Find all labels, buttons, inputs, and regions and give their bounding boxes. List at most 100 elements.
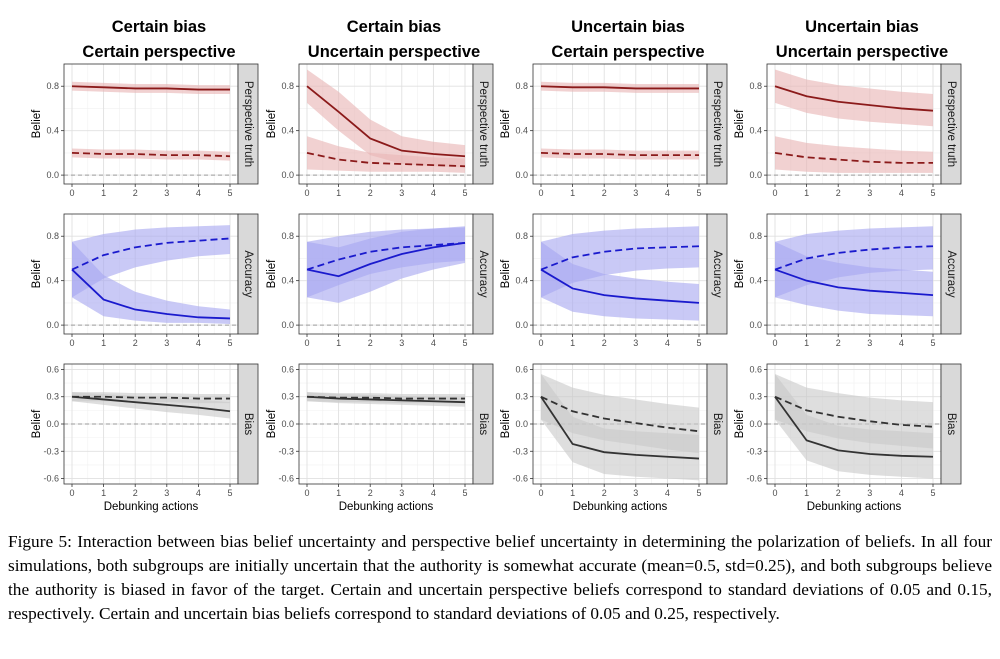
y-tick-label: -0.6	[43, 474, 59, 484]
y-axis-label: Belief	[266, 109, 278, 139]
y-tick-label: 0.8	[749, 231, 762, 241]
x-tick-label: 5	[462, 338, 467, 348]
uncertainty-band-dashed	[775, 226, 933, 298]
uncertainty-band-dashed	[541, 226, 699, 298]
y-axis-label: Belief	[500, 259, 512, 289]
x-tick-label: 0	[772, 338, 777, 348]
x-tick-label: 4	[665, 488, 670, 498]
figure-caption: Figure 5: Interaction between bias belie…	[8, 532, 992, 623]
series-line-dashed	[71, 237, 231, 271]
y-tick-label: 0.3	[46, 392, 59, 402]
facet-strip	[706, 63, 728, 185]
y-tick-label: 0.4	[749, 276, 762, 286]
series-line-solid	[71, 268, 231, 320]
x-tick-label: 2	[133, 338, 138, 348]
facet-strip	[472, 63, 494, 185]
x-tick-label: 0	[304, 488, 309, 498]
y-tick-label: 0.0	[281, 419, 294, 429]
facet-strip	[706, 213, 728, 335]
y-tick-label: 0.0	[515, 419, 528, 429]
x-tick-label: 3	[164, 338, 169, 348]
x-tick-label: 5	[227, 488, 232, 498]
x-tick-label: 2	[836, 338, 841, 348]
column-title: Uncertain bias	[805, 18, 919, 36]
y-tick-label: 0.8	[46, 81, 59, 91]
series-line-dashed	[306, 395, 465, 400]
x-tick-label: 0	[772, 488, 777, 498]
y-tick-label: -0.3	[746, 446, 762, 456]
y-tick-label: 0.6	[515, 364, 528, 374]
y-axis-label: Belief	[31, 109, 43, 139]
facet-strip-label: Perspective truth	[242, 81, 254, 167]
series-line-solid	[540, 268, 700, 304]
y-tick-label: 0.4	[749, 126, 762, 136]
x-tick-label: 5	[462, 188, 467, 198]
x-tick-label: 4	[431, 338, 436, 348]
x-tick-label: 5	[462, 488, 467, 498]
y-tick-label: 0.4	[46, 126, 59, 136]
y-tick-label: 0.0	[749, 170, 762, 180]
x-tick-label: 0	[538, 188, 543, 198]
series-line-dashed	[540, 245, 700, 271]
y-axis-label: Belief	[31, 409, 43, 439]
series-line-dashed	[72, 395, 230, 400]
series-line-solid	[774, 396, 934, 458]
y-tick-label: 0.6	[281, 364, 294, 374]
y-tick-label: 0.8	[281, 231, 294, 241]
y-tick-label: -0.3	[278, 446, 294, 456]
x-tick-label: 0	[69, 188, 74, 198]
uncertainty-band-dashed	[775, 374, 933, 449]
facet-strip-label: Bias	[242, 413, 254, 436]
facet-strip-label: Accuracy	[711, 250, 723, 298]
y-axis-label: Belief	[734, 259, 746, 289]
facet-strip-label: Accuracy	[242, 250, 254, 298]
x-tick-label: 5	[227, 188, 232, 198]
x-tick-label: 0	[304, 188, 309, 198]
y-tick-label: 0.3	[281, 392, 294, 402]
facet-strip	[472, 363, 494, 485]
y-tick-label: 0.0	[749, 419, 762, 429]
x-tick-label: 4	[196, 188, 201, 198]
y-tick-label: 0.3	[515, 392, 528, 402]
x-tick-label: 2	[836, 488, 841, 498]
x-tick-label: 5	[696, 488, 701, 498]
figure-panel-grid: Certain bias Certain perspective Certain b…	[31, 18, 962, 513]
facet-strip-label: Perspective truth	[945, 81, 957, 167]
y-axis-label: Belief	[734, 109, 746, 139]
facet-strip-label: Bias	[711, 413, 723, 436]
x-tick-label: 0	[772, 188, 777, 198]
uncertainty-band-solid	[541, 374, 699, 481]
series-line-solid	[774, 85, 934, 112]
uncertainty-band-dashed	[307, 136, 465, 173]
x-tick-label: 1	[101, 338, 106, 348]
facet-strip	[237, 63, 259, 185]
y-tick-label: 0.0	[46, 320, 59, 330]
x-tick-label: 3	[633, 488, 638, 498]
x-tick-label: 3	[867, 338, 872, 348]
series-line-dashed	[774, 151, 933, 164]
y-axis-label: Belief	[734, 409, 746, 439]
x-tick-label: 5	[930, 188, 935, 198]
series-line-dashed	[540, 151, 699, 157]
y-tick-label: 0.4	[515, 276, 528, 286]
x-axis-label: Debunking actions	[104, 501, 199, 513]
x-tick-label: 2	[368, 188, 373, 198]
column-title: Certain bias	[112, 18, 206, 36]
x-tick-label: 2	[133, 188, 138, 198]
facet-strip	[940, 63, 962, 185]
x-tick-label: 0	[304, 338, 309, 348]
facet-strip	[472, 213, 494, 335]
y-tick-label: -0.3	[43, 446, 59, 456]
x-tick-label: 3	[399, 488, 404, 498]
series-line-dashed	[540, 395, 700, 433]
series-line-solid	[306, 241, 466, 278]
y-tick-label: 0.0	[749, 320, 762, 330]
column-title: Certain perspective	[551, 43, 704, 61]
y-tick-label: -0.3	[512, 446, 528, 456]
x-axis-label: Debunking actions	[807, 501, 902, 513]
y-axis-label: Belief	[31, 259, 43, 289]
y-tick-label: 0.0	[515, 320, 528, 330]
y-tick-label: 0.4	[281, 126, 294, 136]
x-tick-label: 2	[602, 188, 607, 198]
series-line-solid	[540, 396, 700, 460]
